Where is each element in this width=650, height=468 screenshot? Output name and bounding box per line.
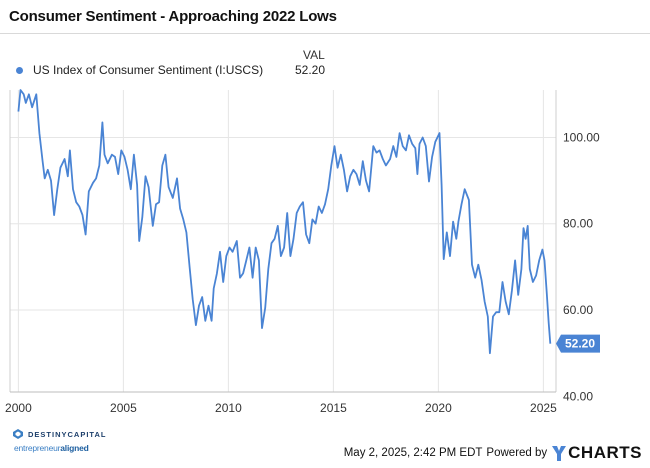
- ea-suffix: aligned: [60, 443, 89, 453]
- ycharts-logo[interactable]: CHARTS: [551, 443, 642, 463]
- ea-prefix: entrepreneur: [14, 443, 61, 453]
- footer-timestamp: May 2, 2025, 2:42 PM EDT: [343, 447, 483, 459]
- x-tick-label-5: 2025: [530, 401, 557, 415]
- legend-column-header: VAL: [303, 48, 325, 62]
- entrepreneur-aligned-text: entrepreneuraligned: [14, 443, 106, 453]
- footer-powered-by: Powered by: [486, 447, 548, 459]
- last-value-label: 52.20: [565, 337, 595, 351]
- ycharts-y-icon: [552, 445, 567, 461]
- title-divider: [0, 33, 650, 34]
- x-tick-label-1: 2005: [110, 401, 137, 415]
- legend-series-name: US Index of Consumer Sentiment (I:USCS): [33, 63, 264, 77]
- destiny-capital-icon: [13, 429, 23, 439]
- y-tick-label-2: 80.00: [563, 217, 593, 231]
- chart-title: Consumer Sentiment - Approaching 2022 Lo…: [9, 8, 337, 25]
- x-tick-label-3: 2015: [320, 401, 347, 415]
- legend-series-value: 52.20: [295, 63, 326, 77]
- y-tick-label-0: 40.00: [563, 389, 593, 403]
- series-line-0: [17, 89, 552, 355]
- y-tick-label-3: 100.00: [563, 130, 600, 144]
- destiny-capital-text: DESTINYCAPITAL: [28, 429, 107, 439]
- destiny-capital-logo: DESTINYCAPITAL entrepreneuraligned: [12, 428, 106, 453]
- last-value-flag: [556, 334, 600, 353]
- x-tick-label-0: 2000: [5, 401, 32, 415]
- x-tick-label-4: 2020: [425, 401, 452, 415]
- y-tick-label-1: 60.00: [563, 303, 593, 317]
- legend-row[interactable]: US Index of Consumer Sentiment (I:USCS) …: [16, 62, 336, 78]
- x-tick-label-2: 2010: [215, 401, 242, 415]
- legend-dot-icon: [16, 67, 23, 74]
- footer-attribution: May 2, 2025, 2:42 PM EDT Powered by CHAR…: [344, 443, 642, 463]
- ycharts-brand-text: CHARTS: [568, 443, 642, 462]
